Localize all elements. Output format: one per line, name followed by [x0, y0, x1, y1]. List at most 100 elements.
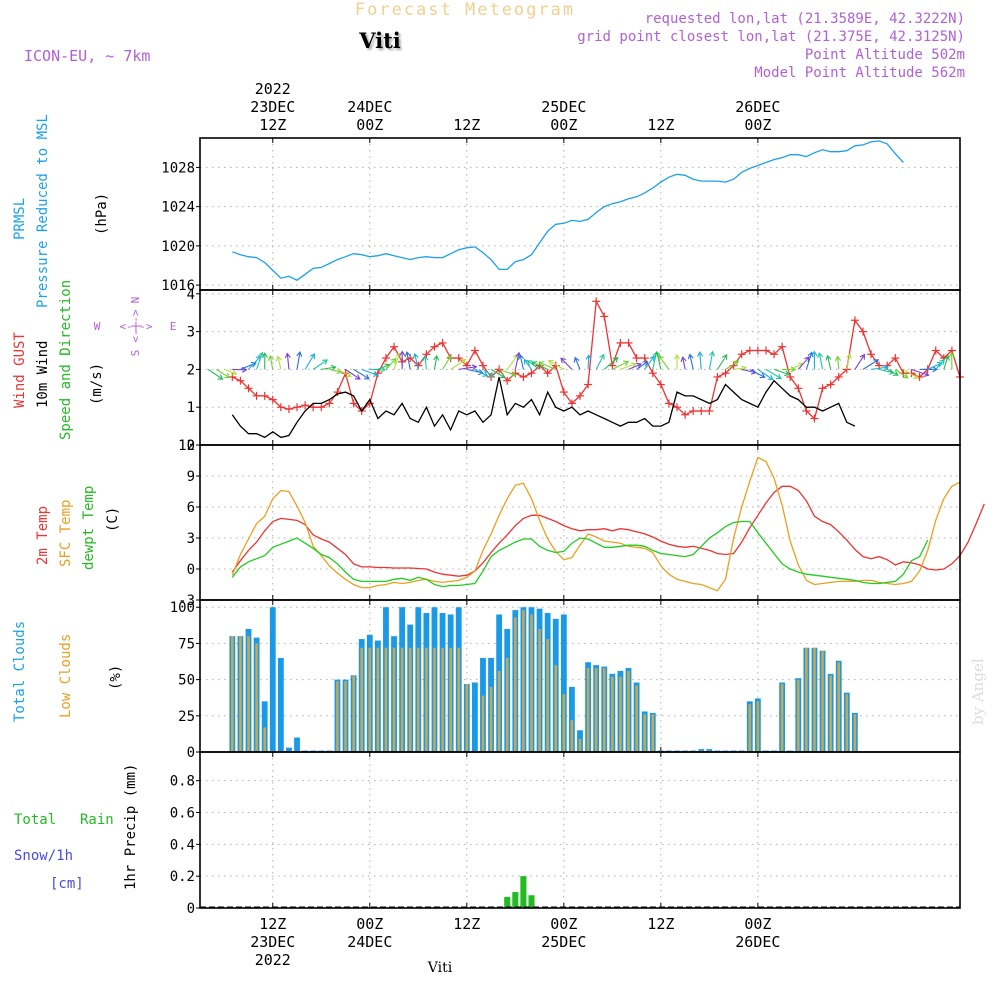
wind-direction-arrow	[215, 368, 230, 379]
y-tick-label: 0	[187, 745, 195, 761]
precipitation-frame	[199, 751, 961, 909]
wind-direction-arrow	[256, 352, 263, 370]
wind-arrow-head	[767, 374, 774, 381]
wind-direction-arrow	[498, 368, 516, 376]
series-line-wind-gust	[232, 299, 961, 420]
wind-arrow-head	[390, 357, 397, 364]
temp-dewpt-label: dewpt Temp	[81, 486, 97, 570]
wind-direction-arrow	[506, 354, 519, 370]
wind-arrow-head	[404, 351, 411, 357]
wind-direction-arrow	[757, 368, 774, 380]
low-clouds-bar	[425, 647, 428, 752]
wind-arrow-head	[649, 355, 655, 362]
compass-e: E	[170, 320, 177, 333]
low-clouds-bar	[505, 657, 509, 752]
temp-sfc-label: SFC Temp	[58, 500, 74, 567]
wind-arrow-head	[224, 372, 231, 379]
y-tick-label: 6	[187, 500, 195, 516]
wind-direction-arrow	[911, 368, 929, 376]
series-line-10m-wind	[231, 376, 856, 439]
low-clouds-bar	[797, 679, 800, 752]
compass-n: N	[129, 297, 142, 304]
wind-direction-arrow	[749, 368, 765, 378]
plot-panels: 101610201024102801234-303691202550751000…	[161, 137, 985, 917]
wind-direction-arrow	[837, 356, 840, 370]
wind-arrow-head	[354, 374, 361, 380]
y-tick-label: 4	[187, 287, 195, 303]
low-clouds-bar	[562, 694, 566, 752]
temperature-panel: -3 0 3 6 9 12	[178, 438, 985, 609]
wind-direction-arrow	[531, 361, 548, 370]
wind-direction-arrow	[587, 355, 590, 370]
low-clouds-bar	[400, 647, 404, 752]
snow-unit-label: [cm]	[50, 876, 84, 892]
wind-direction-arrow	[797, 356, 810, 370]
wind-direction-arrow	[406, 351, 411, 370]
y-tick-label: 1	[187, 400, 195, 416]
low-clouds-bar	[748, 704, 752, 752]
rain-bar	[504, 896, 511, 908]
wind-direction-arrow	[312, 359, 328, 370]
low-clouds-bar	[756, 701, 760, 752]
wind-direction-arrow	[385, 358, 397, 370]
bottom-time-label: 25DEC	[541, 933, 586, 951]
wind-arrow-head	[902, 373, 909, 379]
wind-direction-arrow	[442, 355, 452, 370]
wind-arrow-head	[658, 355, 664, 361]
wind-arrow-head	[623, 360, 630, 366]
series-line-sfc-temp	[231, 456, 961, 592]
low-clouds-bar	[255, 643, 258, 752]
low-clouds-bar	[360, 647, 363, 752]
wind-direction-arrow	[846, 353, 851, 370]
wind-arrow-head	[231, 369, 238, 376]
wind-arrow-head	[807, 351, 814, 358]
wind-direction-arrow	[304, 353, 315, 370]
y-tick-label: 50	[178, 673, 195, 689]
wind-arrow-head	[892, 370, 899, 376]
low-clouds-bar	[643, 714, 646, 752]
low-clouds-bar	[376, 647, 380, 752]
total-clouds-bar	[269, 607, 276, 752]
wind-arrow-head	[680, 356, 687, 362]
wind-arrow-head	[817, 352, 824, 359]
low-clouds-bar	[392, 647, 396, 752]
wind-direction-arrow	[277, 356, 282, 370]
compass-h-arrow: <-|->	[119, 320, 152, 333]
wind-arrow-head	[932, 366, 939, 373]
wind-arrow-head	[372, 371, 379, 377]
top-time-label: 25DEC	[541, 98, 586, 116]
bottom-time-label: 24DEC	[347, 933, 392, 951]
wind-direction-arrow	[574, 357, 581, 370]
wind-direction-arrow	[682, 357, 686, 370]
wind-direction-arrow	[207, 368, 223, 380]
wind-arrow-head	[939, 358, 945, 365]
wind-direction-arrow	[560, 357, 573, 370]
y-tick-label: 3	[187, 325, 195, 341]
wind-arrow-head	[330, 364, 337, 371]
pressure-panel: 1016 1020 1024 1028	[161, 137, 961, 294]
low-clouds-bar	[489, 686, 493, 752]
wind-direction-arrow	[393, 353, 400, 370]
bottom-time-label: 00Z	[356, 915, 383, 933]
wind-arrow-head	[471, 364, 478, 371]
y-tick-label: 0	[187, 901, 195, 917]
y-tick-label: 25	[178, 709, 195, 725]
wind-direction-arrow	[733, 367, 746, 370]
wind-direction-arrow	[628, 363, 642, 370]
series-line-2m-temp	[231, 485, 985, 577]
wind-direction-arrow	[658, 355, 670, 370]
y-tick-label: 0.2	[170, 869, 195, 885]
wind-arrow-head	[547, 359, 554, 366]
wind-direction-arrow	[450, 359, 466, 370]
y-tick-label: 0.6	[170, 805, 195, 821]
low-clouds-bar	[554, 665, 558, 752]
wind-arrow-head	[784, 370, 791, 377]
top-time-label: 12Z	[453, 116, 480, 134]
rain-bar	[528, 895, 535, 908]
precip-rain-label: Rain	[80, 812, 114, 828]
y-tick-label: 75	[178, 636, 195, 652]
low-clouds-bar	[619, 676, 622, 752]
wind-direction-arrow	[595, 354, 605, 370]
wind-arrow-head	[250, 361, 257, 368]
top-time-label: 12Z	[647, 116, 674, 134]
